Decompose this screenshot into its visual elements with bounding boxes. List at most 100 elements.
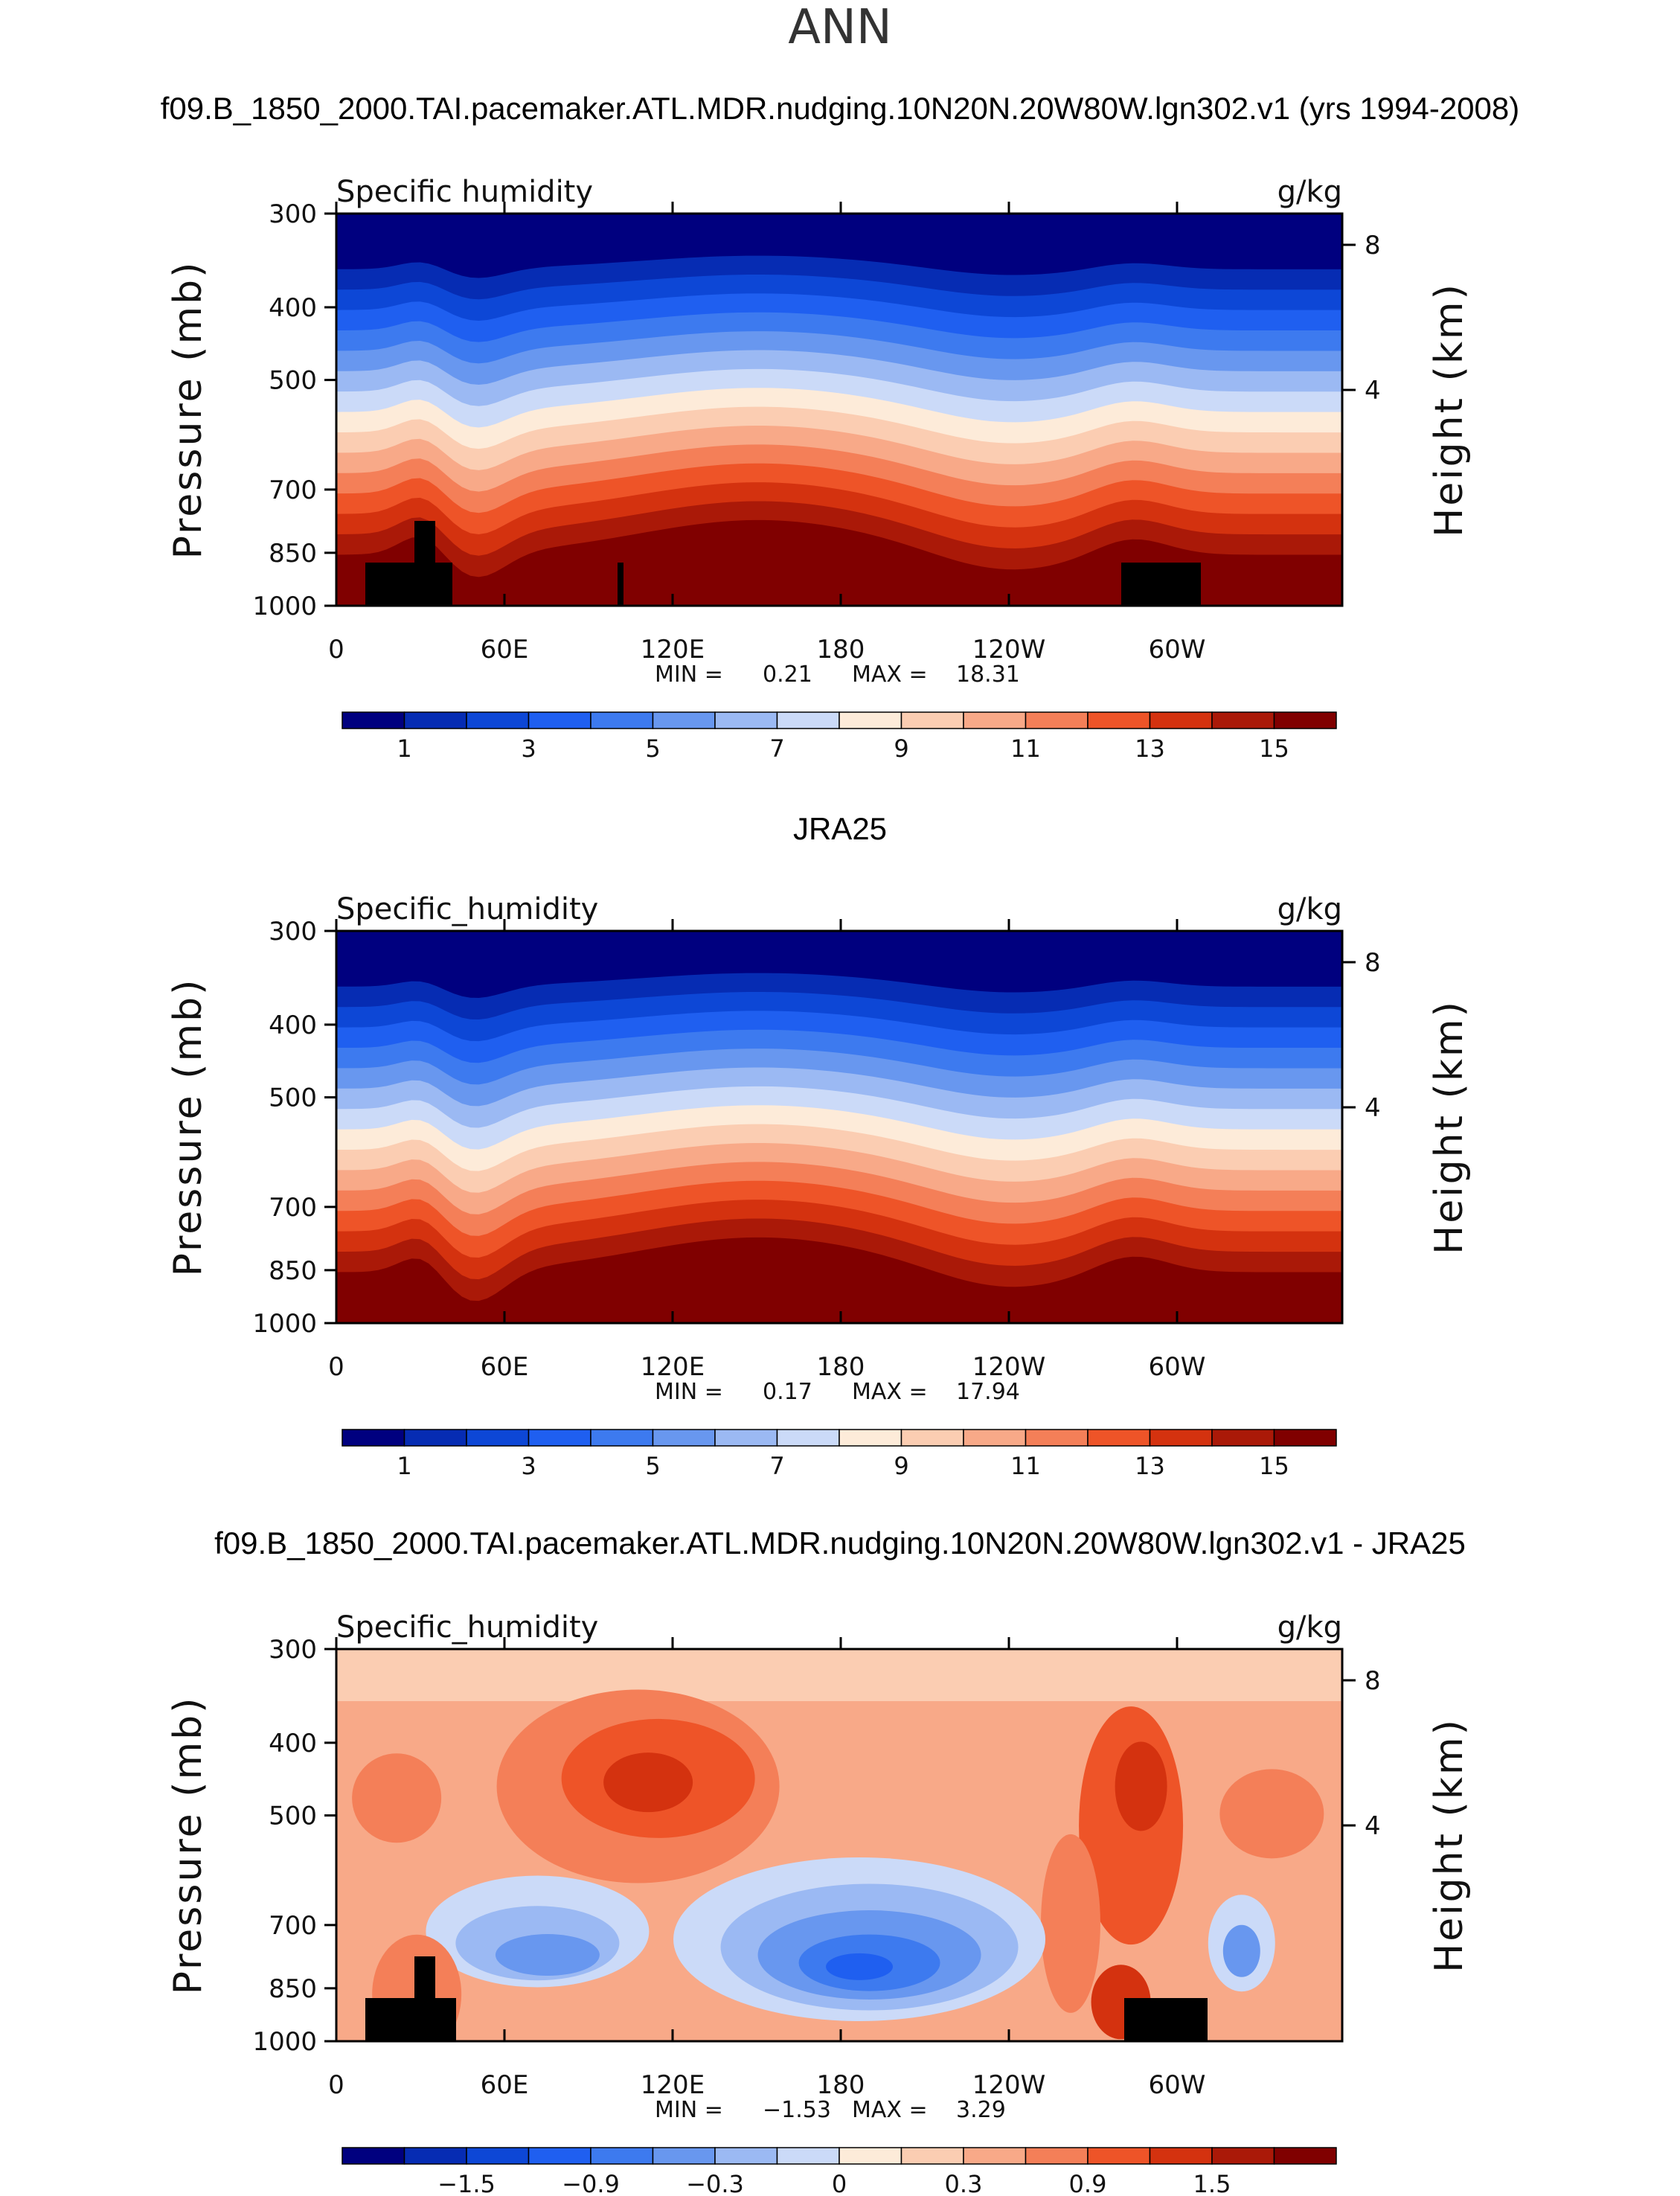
plot-frame [335,212,1344,607]
contour-band [336,519,1342,606]
colorbar-swatch [839,711,902,729]
x-tick-label: 120E [641,1352,705,1382]
land-mask [1124,1998,1208,2041]
panel-title: f09.B_1850_2000.TAI.pacemaker.ATL.MDR.nu… [214,1526,1466,1560]
y2-tick-label: 8 [1365,948,1381,978]
colorbar-label: 0.3 [945,2170,983,2196]
colorbar-swatch [1149,2147,1213,2165]
max-label: MAX = [852,1379,928,1405]
colorbar-label: 3 [521,1452,536,1480]
contour-field [336,1649,1342,2041]
colorbar-label: 3 [521,734,536,763]
y2-axis-title: Height (km) [1427,1718,1472,1973]
colorbar-label: 13 [1135,734,1165,763]
colorbar-label: 13 [1135,1452,1165,1480]
y-tick-label: 1000 [252,2027,317,2057]
panel-title: f09.B_1850_2000.TAI.pacemaker.ATL.MDR.nu… [161,91,1520,126]
land-mask [414,521,435,606]
colorbar-swatch [590,1429,654,1447]
colorbar-swatch [839,2147,902,2165]
x-tick-label: 180 [817,635,865,665]
panel-title: JRA25 [793,811,887,846]
colorbar-label: 7 [769,1452,784,1480]
contour-band [603,1752,693,1813]
y-tick-label: 400 [269,1011,317,1040]
y2-axis-title: Height (km) [1427,999,1472,1255]
colorbar-swatch [466,2147,530,2165]
max-value: 17.94 [956,1379,1020,1405]
colorbar-swatch [652,1429,716,1447]
contour-band [1219,1769,1324,1859]
colorbar-swatch [590,711,654,729]
colorbar-label: 15 [1259,1452,1289,1480]
colorbar-swatch [963,1429,1027,1447]
colorbar-label: 15 [1259,734,1289,763]
max-value: 18.31 [956,662,1020,688]
y-tick-label: 850 [269,1256,317,1286]
colorbar-label: 1 [397,1452,411,1480]
colorbar-swatch [342,2147,405,2165]
colorbar-swatch [1211,2147,1275,2165]
land-mask [618,563,623,606]
colorbar-label: 1.5 [1193,2170,1231,2196]
x-tick-label: 60E [481,2070,529,2100]
colorbar-label: 9 [894,1452,908,1480]
min-value: 0.21 [763,662,812,688]
colorbar-swatch [714,1429,778,1447]
variable-label: Specific humidity [336,175,593,209]
y-axis-title: Pressure (mb) [166,260,211,560]
x-tick-label: 180 [817,2070,865,2100]
min-value: 0.17 [763,1379,812,1405]
y-tick-label: 500 [269,366,317,396]
contour-field [336,931,1342,1323]
colorbar-swatch [1025,711,1089,729]
colorbar-swatch [900,1429,964,1447]
colorbar-swatch [714,711,778,729]
colorbar-swatch [403,2147,467,2165]
colorbar-label: −1.5 [437,2170,496,2196]
max-label: MAX = [852,662,928,688]
colorbar-swatch [466,1429,530,1447]
plot-frame [335,1648,1344,2043]
colorbar-label: 9 [894,734,908,763]
colorbar-swatch [1149,1429,1213,1447]
y-tick-label: 300 [269,199,317,229]
y-tick-label: 1000 [252,592,317,621]
colorbar-swatch [963,2147,1027,2165]
contour-band [336,1649,1342,1701]
min-label: MIN = [655,1379,723,1405]
variable-label: Specific_humidity [336,1610,598,1645]
y-tick-label: 850 [269,539,317,569]
y-tick-label: 300 [269,1635,317,1665]
colorbar-label: 11 [1010,734,1041,763]
y-tick-label: 700 [269,476,317,505]
colorbar-swatch [652,711,716,729]
panel-bottom: f09.B_1850_2000.TAI.pacemaker.ATL.MDR.nu… [166,1526,1472,2196]
units-label: g/kg [1277,175,1342,209]
colorbar-swatch [1211,1429,1275,1447]
min-value: −1.53 [763,2097,831,2123]
colorbar-swatch [403,1429,467,1447]
colorbar-swatch [900,2147,964,2165]
y-tick-label: 400 [269,293,317,323]
colorbar-swatch [403,711,467,729]
colorbar-label: 11 [1010,1452,1041,1480]
contour-band [336,1237,1342,1323]
units-label: g/kg [1277,892,1342,926]
max-label: MAX = [852,2097,928,2123]
colorbar-swatch [1087,2147,1151,2165]
x-tick-label: 0 [328,1352,344,1382]
colorbar-swatch [900,711,964,729]
y-tick-label: 700 [269,1911,317,1941]
contour-field [336,214,1342,606]
x-tick-label: 120W [972,635,1046,665]
colorbar-label: −0.3 [686,2170,744,2196]
land-mask [365,1998,456,2041]
max-value: 3.29 [956,2097,1006,2123]
colorbar-swatch [590,2147,654,2165]
colorbar-swatch [1025,2147,1089,2165]
y2-tick-label: 4 [1365,1093,1381,1123]
panel-top: f09.B_1850_2000.TAI.pacemaker.ATL.MDR.nu… [161,91,1520,763]
colorbar-swatch [963,711,1027,729]
